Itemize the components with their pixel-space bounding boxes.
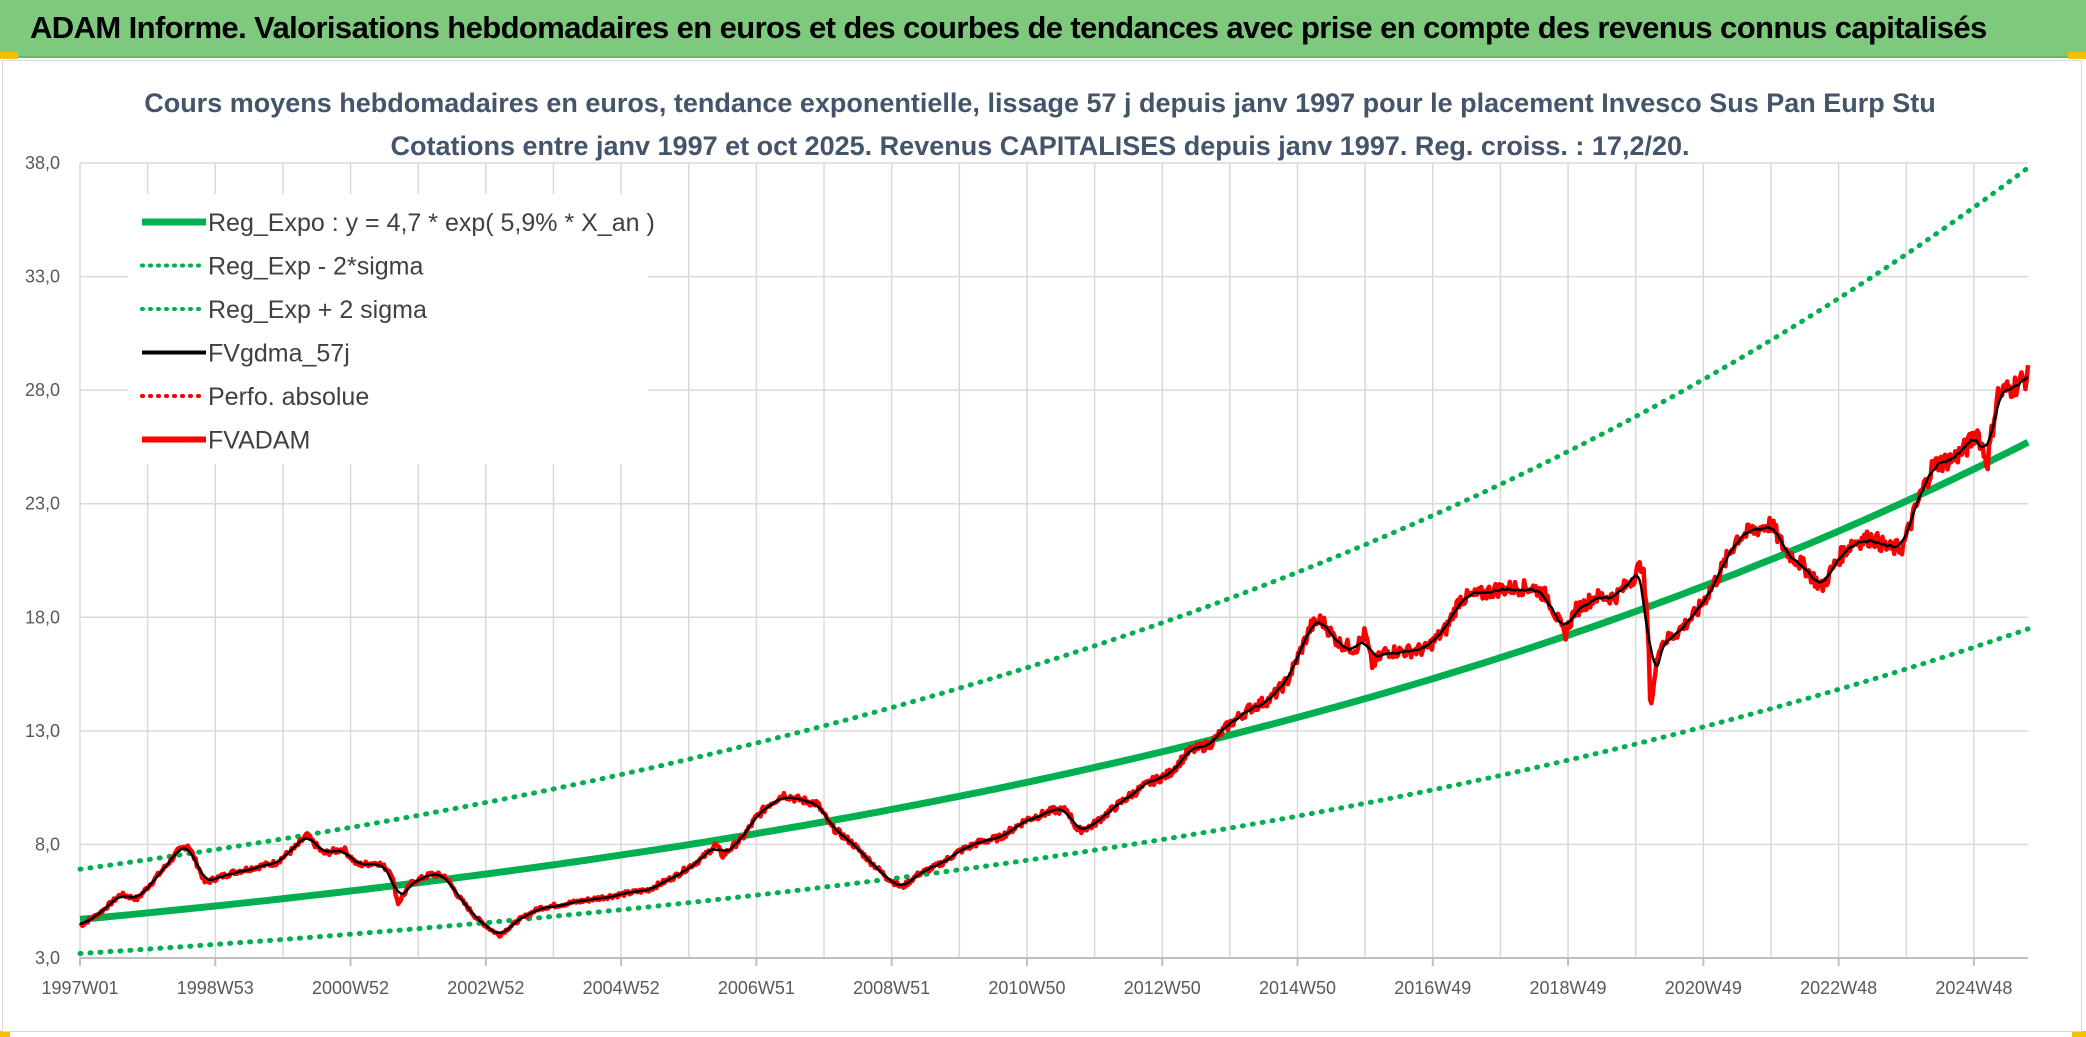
x-tick-label: 2016W49: [1394, 978, 1471, 998]
trend-line: [79, 439, 2030, 923]
trend-minus-2sigma-line: [77, 626, 2031, 956]
grid: [79, 162, 2028, 959]
legend-background: [128, 194, 648, 464]
series-layer: [77, 165, 2031, 956]
x-tick-label: 2002W52: [447, 978, 524, 998]
x-tick-label: 2004W52: [583, 978, 660, 998]
x-tick-label: 2008W51: [853, 978, 930, 998]
report-banner: ADAM Informe. Valorisations hebdomadaire…: [0, 0, 2086, 58]
legend-label-smoothed: FVgdma_57j: [208, 340, 350, 368]
y-tick-label: 3,0: [35, 948, 60, 968]
x-tick-label: 2014W50: [1259, 978, 1336, 998]
x-tick-label: 2018W49: [1530, 978, 1607, 998]
x-tick-label: 2020W49: [1665, 978, 1742, 998]
corner-marker: [0, 52, 18, 59]
corner-marker: [2072, 1031, 2086, 1037]
y-tick-label: 28,0: [25, 380, 60, 400]
legend-label-trend_low: Reg_Exp - 2*sigma: [208, 253, 423, 281]
y-tick-label: 33,0: [25, 267, 60, 287]
x-tick-label: 2000W52: [312, 978, 389, 998]
y-tick-label: 18,0: [25, 607, 60, 627]
x-tick-label: 2024W48: [1935, 978, 2012, 998]
legend-label-price: FVADAM: [208, 427, 310, 455]
x-tick-label: 2006W51: [718, 978, 795, 998]
corner-marker: [0, 1031, 10, 1037]
y-tick-label: 13,0: [25, 721, 60, 741]
x-tick-label: 1998W53: [177, 978, 254, 998]
fvgdma-57j-line: [79, 375, 2029, 934]
chart-subtitle: Cotations entre janv 1997 et oct 2025. R…: [390, 131, 1689, 161]
legend-label-perf: Perfo. absolue: [208, 383, 369, 411]
legend-label-trend_high: Reg_Exp + 2 sigma: [208, 296, 427, 324]
chart-frame: [2, 60, 2082, 1032]
legend: Reg_Expo : y = 4,7 * exp( 5,9% * X_an ) R…: [128, 194, 655, 464]
x-tick-label: 2010W50: [988, 978, 1065, 998]
y-tick-label: 23,0: [25, 494, 60, 514]
chart-title: Cours moyens hebdomadaires en euros, ten…: [144, 88, 1936, 118]
corner-marker: [2068, 52, 2086, 59]
x-tick-label: 2012W50: [1124, 978, 1201, 998]
axes: 3,0 8,0 13,0 18,0 23,0 28,0 33,0 38,0 1997W01 199…: [25, 153, 2028, 998]
y-tick-label: 38,0: [25, 153, 60, 173]
report-title: ADAM Informe. Valorisations hebdomadaire…: [30, 10, 1987, 45]
x-tick-label: 1997W01: [41, 978, 118, 998]
y-tick-label: 8,0: [35, 834, 60, 854]
trend-plus-2sigma-line: [77, 165, 2031, 872]
x-tick-label: 2022W48: [1800, 978, 1877, 998]
legend-label-trend: Reg_Expo : y = 4,7 * exp( 5,9% * X_an ): [208, 209, 655, 237]
